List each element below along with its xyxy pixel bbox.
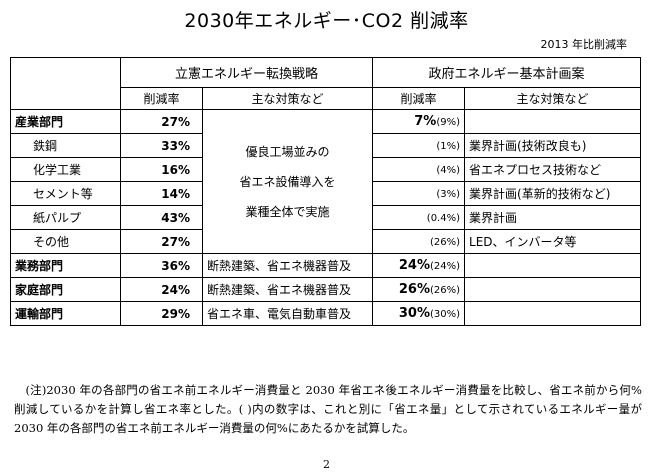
govt-rate: 30%: [398, 306, 430, 321]
govt-rate-paren: (24%): [429, 261, 461, 272]
rikken-rate: 24%: [120, 277, 203, 302]
table-subtitle: 2013 年比削減率: [540, 38, 628, 51]
govt-rate-cell: (26%): [372, 229, 466, 254]
govt-measure: LED、インバータ等: [464, 229, 642, 254]
govt-rate-cell: (1%): [372, 133, 466, 158]
govt-measure: 省エネプロセス技術など: [464, 157, 642, 182]
govt-measure: [464, 277, 642, 302]
govt-rate-paren: (4%): [436, 165, 461, 176]
govt-rate-paren: (1%): [436, 141, 461, 152]
table-row: 化学工業 16% (4%) 省エネプロセス技術など: [10, 157, 642, 182]
rikken-rate: 14%: [120, 181, 203, 206]
govt-rate-cell: 24%(24%): [372, 253, 466, 278]
table-row: その他 27% (26%) LED、インバータ等: [10, 229, 642, 254]
govt-rate-paren: (30%): [429, 309, 461, 320]
sector-label: 家庭部門: [10, 277, 121, 302]
sector-label: その他: [10, 229, 121, 254]
govt-rate-cell: 30%(30%): [372, 301, 466, 326]
rikken-rate: 27%: [120, 229, 203, 254]
govt-rate-paren: (26%): [429, 237, 461, 248]
rikken-rate: 33%: [120, 133, 203, 158]
sector-label: 鉄鋼: [10, 133, 121, 158]
govt-measure: 業界計画(革新的技術など): [464, 181, 642, 206]
table-row: 紙パルプ 43% (0.4%) 業界計画: [10, 205, 642, 230]
industry-measure-line: 優良工場並みの: [245, 144, 330, 159]
sector-label: 化学工業: [10, 157, 121, 182]
header-blank-cell: [10, 87, 121, 110]
header-rikken-rate: 削減率: [120, 87, 203, 110]
govt-rate-cell: 26%(26%): [372, 277, 466, 302]
industry-measure-cell: 優良工場並みの 省エネ設備導入を 業種全体で実施: [201, 109, 374, 254]
govt-rate-cell: (4%): [372, 157, 466, 182]
govt-measure: [464, 253, 642, 278]
table-header-row: 立憲エネルギー転換戦略 政府エネルギー基本計画案: [10, 57, 642, 88]
sector-label: 産業部門: [10, 109, 121, 134]
govt-rate-paren: (0.4%): [426, 213, 461, 224]
rikken-measure: 断熱建築、省エネ機器普及: [201, 277, 374, 302]
header-rikken-strategy: 立憲エネルギー転換戦略: [119, 57, 374, 88]
govt-rate-cell: 7%(9%): [372, 109, 466, 134]
table-row: 産業部門 27% 優良工場並みの 省エネ設備導入を 業種全体で実施 7%(9%): [10, 109, 642, 254]
govt-measure: [464, 301, 642, 326]
govt-rate-paren: (3%): [436, 189, 461, 200]
sector-label: 業務部門: [10, 253, 121, 278]
rikken-rate: 16%: [120, 157, 203, 182]
sector-label: セメント等: [10, 181, 121, 206]
header-govt-plan: 政府エネルギー基本計画案: [372, 57, 642, 88]
rikken-measure: 省エネ車、電気自動車普及: [201, 301, 374, 326]
header-govt-measures: 主な対策など: [464, 87, 642, 110]
govt-rate-cell: (0.4%): [372, 205, 466, 230]
table-subheader-row: 削減率 主な対策など 削減率 主な対策など: [10, 87, 642, 110]
footnote: (注)2030 年の各部門の省エネ前エネルギー消費量と 2030 年省エネ後エネ…: [14, 383, 642, 435]
sector-label: 紙パルプ: [10, 205, 121, 230]
table-row: 業務部門 36% 断熱建築、省エネ機器普及 24%(24%): [10, 253, 642, 278]
rikken-rate: 43%: [120, 205, 203, 230]
govt-measure: [464, 109, 642, 134]
govt-rate: 26%: [398, 282, 430, 297]
govt-rate: 24%: [398, 258, 430, 273]
govt-rate-cell: (3%): [372, 181, 466, 206]
reduction-table: 立憲エネルギー転換戦略 政府エネルギー基本計画案 削減率 主な対策など 削減率 …: [10, 57, 642, 326]
industry-measure-line: 省エネ設備導入を: [239, 174, 336, 189]
govt-rate: 7%: [414, 114, 437, 129]
rikken-rate: 29%: [120, 301, 203, 326]
govt-rate-paren: (9%): [436, 117, 461, 128]
govt-measure: 業界計画: [464, 205, 642, 230]
rikken-measure: 断熱建築、省エネ機器普及: [201, 253, 374, 278]
rikken-rate: 36%: [120, 253, 203, 278]
header-blank-cell: [10, 57, 121, 88]
header-govt-rate: 削減率: [372, 87, 466, 110]
table-row: 運輸部門 29% 省エネ車、電気自動車普及 30%(30%): [10, 301, 642, 326]
table-row: セメント等 14% (3%) 業界計画(革新的技術など): [10, 181, 642, 206]
table-row: 家庭部門 24% 断熱建築、省エネ機器普及 26%(26%): [10, 277, 642, 302]
sector-label: 運輸部門: [10, 301, 121, 326]
govt-measure: 業界計画(技術改良も): [464, 133, 642, 158]
industry-measure-line: 業種全体で実施: [245, 204, 330, 219]
header-rikken-measures: 主な対策など: [201, 87, 374, 110]
govt-rate-paren: (26%): [429, 285, 461, 296]
page-number: 2: [323, 458, 330, 471]
page-title: 2030年エネルギー･CO2 削減率: [184, 10, 469, 32]
rikken-rate: 27%: [120, 109, 203, 134]
